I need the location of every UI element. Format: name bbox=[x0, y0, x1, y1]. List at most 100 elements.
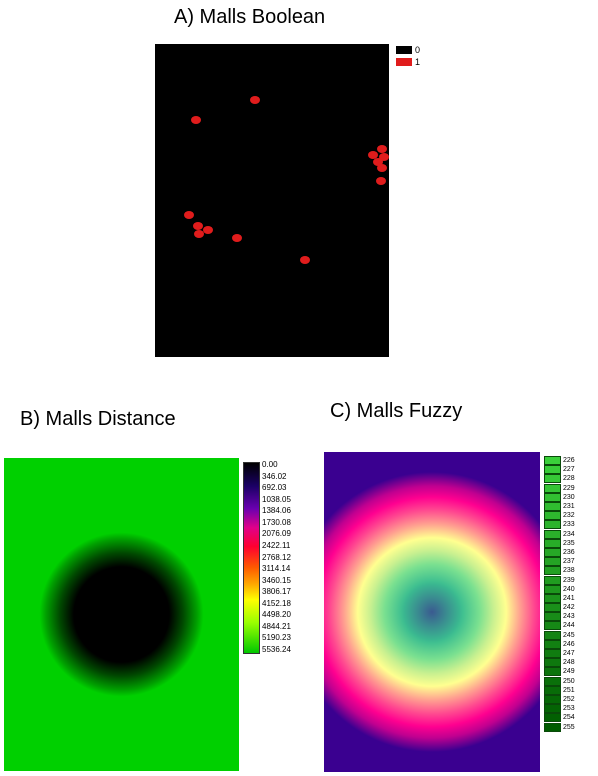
legend-swatch bbox=[544, 456, 561, 466]
legend-item: 232 bbox=[544, 511, 575, 521]
mall-point bbox=[376, 177, 386, 185]
legend-item: 233 bbox=[544, 520, 575, 530]
legend-label: 692.03 bbox=[262, 483, 287, 493]
legend-swatch bbox=[544, 713, 561, 723]
boolean-map bbox=[155, 44, 389, 357]
legend-item: 238 bbox=[544, 566, 575, 576]
mall-point bbox=[379, 153, 389, 161]
legend-label: 4844.21 bbox=[262, 621, 291, 631]
legend-label: 247 bbox=[563, 650, 575, 658]
legend-label: 227 bbox=[563, 466, 575, 474]
legend-item: 247 bbox=[544, 649, 575, 659]
legend-item: 254 bbox=[544, 713, 575, 723]
legend-item: 248 bbox=[544, 658, 575, 668]
legend-label: 2422.11 bbox=[262, 540, 291, 550]
mall-point bbox=[250, 96, 260, 104]
legend-swatch bbox=[544, 538, 561, 548]
legend-label: 233 bbox=[563, 521, 575, 529]
mall-point bbox=[193, 222, 203, 230]
legend-swatch bbox=[544, 704, 561, 714]
legend-item: 226 bbox=[544, 456, 575, 466]
legend-label: 238 bbox=[563, 567, 575, 575]
legend-label: 242 bbox=[563, 604, 575, 612]
legend-swatch bbox=[544, 557, 561, 567]
legend-label: 252 bbox=[563, 695, 575, 703]
legend-labels: 0.00 346.02 692.03 1038.05 1384.06 1730.… bbox=[262, 460, 302, 654]
legend-label: 249 bbox=[563, 668, 575, 676]
mall-point bbox=[377, 145, 387, 153]
legend-swatch bbox=[544, 566, 561, 576]
legend-label: 4152.18 bbox=[262, 598, 291, 608]
legend-item: 1 bbox=[396, 56, 420, 68]
legend-label: 1730.08 bbox=[262, 517, 291, 527]
legend-swatch bbox=[544, 639, 561, 649]
fuzzy-map bbox=[324, 452, 540, 772]
legend-swatch bbox=[544, 529, 561, 539]
legend-swatch bbox=[544, 465, 561, 475]
title-malls-boolean: A) Malls Boolean bbox=[174, 6, 326, 28]
mall-point bbox=[300, 256, 310, 264]
legend-swatch bbox=[544, 483, 561, 493]
mall-point bbox=[377, 164, 387, 172]
mall-point bbox=[203, 226, 213, 234]
legend-label: 232 bbox=[563, 512, 575, 520]
legend-label: 246 bbox=[563, 640, 575, 648]
legend-item: 242 bbox=[544, 603, 575, 613]
legend-swatch bbox=[544, 575, 561, 585]
legend-boolean: 0 1 bbox=[396, 44, 420, 68]
mall-point bbox=[373, 158, 383, 166]
legend-swatch bbox=[544, 658, 561, 668]
legend-item: 229 bbox=[544, 483, 575, 493]
legend-swatch bbox=[544, 685, 561, 695]
legend-item: 231 bbox=[544, 502, 575, 512]
legend-swatch bbox=[544, 722, 561, 732]
legend-label: 254 bbox=[563, 714, 575, 722]
legend-label: 231 bbox=[563, 503, 575, 511]
legend-item: 240 bbox=[544, 584, 575, 594]
legend-swatch bbox=[544, 593, 561, 603]
legend-label: 235 bbox=[563, 539, 575, 547]
legend-swatch bbox=[544, 584, 561, 594]
legend-label: 239 bbox=[563, 576, 575, 584]
legend-label: 226 bbox=[563, 457, 575, 465]
legend-item: 249 bbox=[544, 667, 575, 677]
legend-label: 234 bbox=[563, 530, 575, 538]
title-malls-distance: B) Malls Distance bbox=[20, 408, 176, 430]
legend-swatch bbox=[544, 603, 561, 613]
legend-item: 243 bbox=[544, 612, 575, 622]
legend-label: 237 bbox=[563, 558, 575, 566]
legend-item: 228 bbox=[544, 474, 575, 484]
legend-label: 241 bbox=[563, 594, 575, 602]
legend-item: 227 bbox=[544, 465, 575, 475]
mall-point bbox=[194, 230, 204, 238]
legend-label: 4498.20 bbox=[262, 610, 291, 620]
legend-fuzzy: 226 227 228 229 230 231 232 233 234 235 … bbox=[544, 456, 575, 732]
legend-label: 244 bbox=[563, 622, 575, 630]
legend-item: 236 bbox=[544, 547, 575, 557]
legend-label: 248 bbox=[563, 659, 575, 667]
legend-swatch bbox=[544, 612, 561, 622]
legend-label: 251 bbox=[563, 686, 575, 694]
legend-label: 255 bbox=[563, 723, 575, 731]
legend-label: 0.00 bbox=[262, 460, 278, 469]
legend-item: 251 bbox=[544, 685, 575, 695]
legend-swatch bbox=[396, 58, 412, 66]
mall-point bbox=[368, 151, 378, 159]
legend-swatch bbox=[544, 492, 561, 502]
legend-item: 237 bbox=[544, 557, 575, 567]
legend-label: 229 bbox=[563, 484, 575, 492]
legend-label: 5190.23 bbox=[262, 633, 291, 643]
legend-item: 239 bbox=[544, 575, 575, 585]
legend-label: 1 bbox=[415, 57, 421, 67]
title-malls-fuzzy: C) Malls Fuzzy bbox=[330, 400, 463, 422]
legend-item: 255 bbox=[544, 722, 575, 732]
legend-swatch bbox=[544, 649, 561, 659]
legend-item: 245 bbox=[544, 630, 575, 640]
mall-point bbox=[232, 234, 242, 242]
legend-label: 236 bbox=[563, 548, 575, 556]
legend-swatch bbox=[544, 547, 561, 557]
legend-item: 234 bbox=[544, 529, 575, 539]
legend-label: 253 bbox=[563, 705, 575, 713]
legend-label: 3114.14 bbox=[262, 564, 291, 574]
legend-item: 244 bbox=[544, 621, 575, 631]
